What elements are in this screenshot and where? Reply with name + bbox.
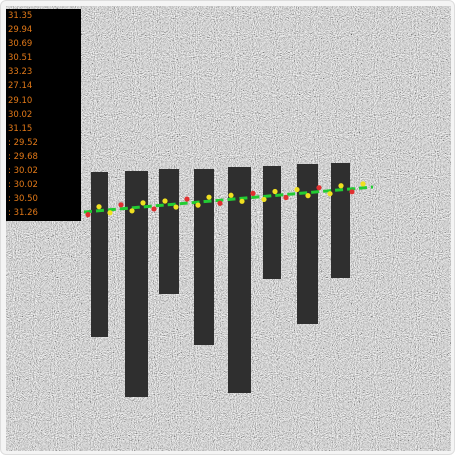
panel-line: 30.02 bbox=[6, 108, 81, 122]
point bbox=[316, 185, 321, 190]
panel-line: : 29.68 bbox=[6, 150, 81, 164]
point bbox=[305, 193, 310, 198]
bar bbox=[263, 166, 281, 279]
point bbox=[294, 187, 299, 192]
point bbox=[129, 208, 134, 213]
panel-line: 27.14 bbox=[6, 79, 81, 93]
panel-line: : 30.02 bbox=[6, 178, 81, 192]
point bbox=[85, 212, 90, 217]
bar bbox=[159, 169, 179, 294]
point bbox=[360, 181, 365, 186]
point bbox=[162, 198, 167, 203]
panel-line: : 29.52 bbox=[6, 136, 81, 150]
point bbox=[349, 189, 354, 194]
bar bbox=[194, 169, 214, 345]
point bbox=[338, 183, 343, 188]
panel-line: 30.51 bbox=[6, 51, 81, 65]
point bbox=[272, 189, 277, 194]
point bbox=[217, 201, 222, 206]
point bbox=[140, 200, 145, 205]
panel-line: : 30.50 bbox=[6, 192, 81, 206]
point bbox=[261, 197, 266, 202]
point bbox=[195, 203, 200, 208]
panel-line: 30.69 bbox=[6, 37, 81, 51]
point bbox=[151, 206, 156, 211]
panel-line: : 30.02 bbox=[6, 164, 81, 178]
bar bbox=[297, 164, 318, 324]
point bbox=[283, 195, 288, 200]
panel-line: 31.15 bbox=[6, 122, 81, 136]
point bbox=[107, 210, 112, 215]
point bbox=[173, 204, 178, 209]
point bbox=[118, 202, 123, 207]
bar bbox=[91, 172, 108, 337]
panel-line: 33.23 bbox=[6, 65, 81, 79]
panel-line: 29.10 bbox=[6, 94, 81, 108]
point bbox=[239, 199, 244, 204]
screenshot: 31.3529.9430.6930.5133.2327.1429.1030.02… bbox=[0, 0, 455, 455]
point bbox=[250, 191, 255, 196]
panel-line: 29.94 bbox=[6, 23, 81, 37]
panel-line: : 31.26 bbox=[6, 206, 81, 220]
point bbox=[228, 193, 233, 198]
panel-line: 31.35 bbox=[6, 9, 81, 23]
point bbox=[327, 191, 332, 196]
point bbox=[206, 195, 211, 200]
point bbox=[184, 196, 189, 201]
bar bbox=[331, 163, 350, 278]
point bbox=[96, 204, 101, 209]
